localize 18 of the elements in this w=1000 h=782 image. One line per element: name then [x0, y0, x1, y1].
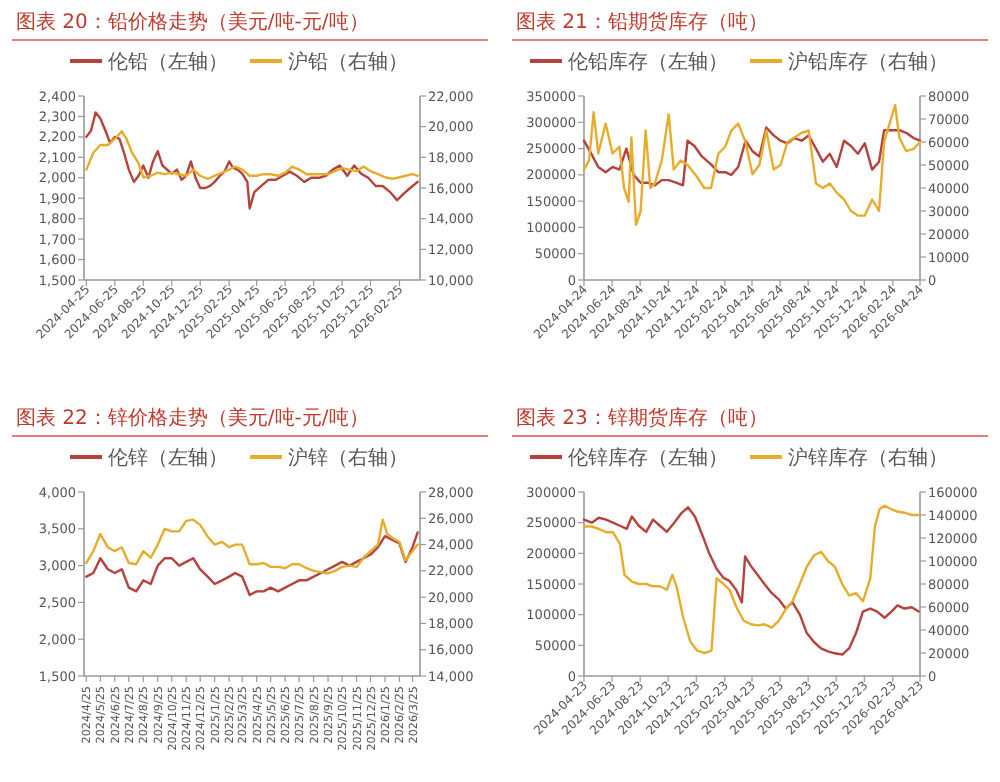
line-series	[582, 104, 922, 226]
line-series	[85, 531, 419, 597]
legend-label: 沪锌库存（右轴）	[788, 446, 948, 470]
legend-label: 伦锌库存（左轴）	[568, 446, 728, 470]
line-series	[85, 518, 419, 575]
chart-title: 图表 21：铅期货库存（吨）	[516, 10, 768, 34]
legend-label: 沪铅库存（右轴）	[788, 50, 948, 74]
chart-title: 图表 23：锌期货库存（吨）	[516, 406, 768, 430]
chart-title: 图表 20：铅价格走势（美元/吨-元/吨）	[16, 10, 369, 34]
legend-label: 伦铅（左轴）	[108, 50, 228, 74]
legend-label: 伦锌（左轴）	[108, 446, 228, 470]
line-series	[85, 130, 419, 180]
legend-label: 沪铅（右轴）	[288, 50, 408, 74]
legend-label: 伦铅库存（左轴）	[568, 50, 728, 74]
legend-label: 沪锌（右轴）	[288, 446, 408, 470]
line-series	[582, 126, 922, 187]
chart-title: 图表 22：锌价格走势（美元/吨-元/吨）	[16, 406, 369, 430]
line-series	[85, 111, 419, 210]
